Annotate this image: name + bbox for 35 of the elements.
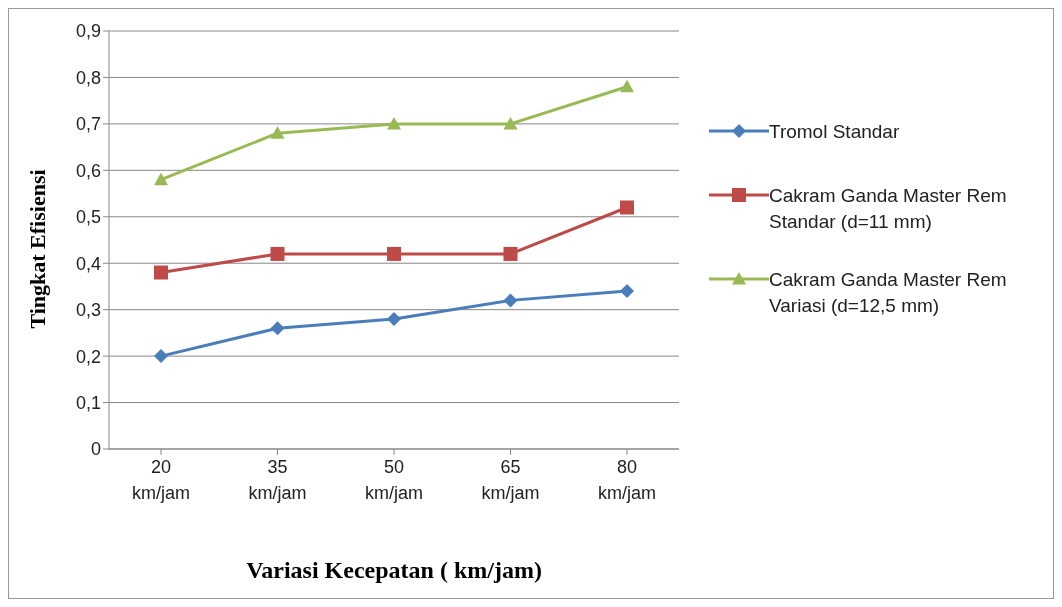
point (270, 126, 285, 139)
point (387, 116, 401, 130)
y-tick-label: 0,3 (75, 300, 101, 321)
point (620, 284, 634, 299)
legend-label: Cakram Ganda Master Rem Standar (d=11 mm) (769, 184, 1008, 234)
y-axis-title: Tingkat Efisiensi (25, 169, 51, 329)
y-tick-label: 0,1 (75, 392, 101, 413)
y-tick-label: 0,5 (75, 207, 101, 228)
point (620, 79, 634, 93)
point (387, 246, 401, 261)
point (503, 116, 518, 130)
point (154, 265, 168, 280)
x-tick-label: 20 km/jam (132, 457, 190, 503)
y-tick-label: 0,6 (75, 160, 101, 181)
x-axis-title: Variasi Kecepatan ( km/jam) (245, 557, 543, 584)
x-tick-label: 80 km/jam (598, 457, 656, 503)
y-tick-label: 0 (90, 439, 101, 460)
y-tick-label: 0,7 (75, 114, 101, 135)
point (154, 172, 168, 186)
point (503, 293, 518, 308)
point (503, 246, 518, 261)
point (620, 200, 634, 215)
x-tick-label: 50 km/jam (365, 457, 423, 503)
y-tick-label: 0,4 (75, 253, 101, 274)
x-tick-label: 65 km/jam (481, 457, 540, 503)
x-tick-label: 35 km/jam (248, 457, 307, 503)
point (270, 246, 285, 261)
point (270, 321, 285, 336)
point (387, 311, 401, 326)
point (154, 349, 168, 364)
legend-label: Cakram Ganda Master Rem Variasi (d=12,5 mm) (769, 268, 1008, 318)
y-tick-label: 0,2 (75, 346, 101, 367)
y-tick-label: 0,9 (75, 21, 101, 42)
y-tick-label: 0,8 (75, 67, 101, 88)
legend-label: Tromol Standar (769, 120, 901, 144)
